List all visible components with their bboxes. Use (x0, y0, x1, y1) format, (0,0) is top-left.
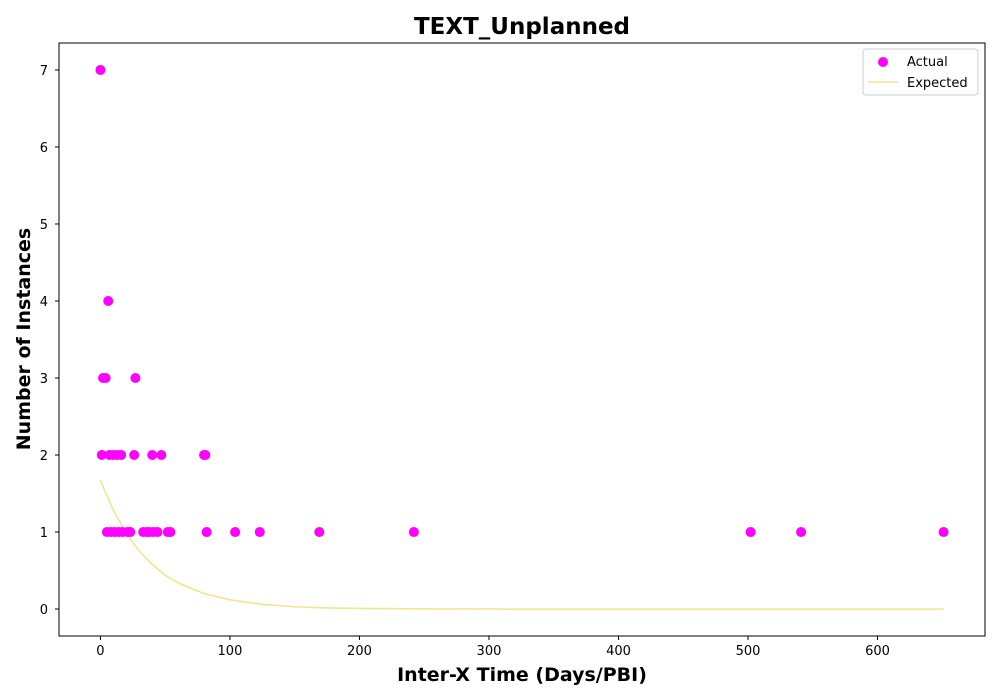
actual-point (152, 527, 163, 538)
plot-frame (58, 42, 986, 637)
expected-line (99, 480, 944, 610)
y-axis: 0 1 2 3 4 5 6 7 (40, 64, 59, 618)
actual-point (116, 450, 127, 461)
x-tick-label: 0 (96, 644, 104, 659)
actual-point (125, 527, 136, 538)
actual-point (408, 527, 419, 538)
actual-point (129, 450, 140, 461)
actual-point (200, 450, 211, 461)
y-tick-label: 7 (40, 64, 48, 79)
actual-point (314, 527, 325, 538)
x-tick-label: 100 (218, 644, 243, 659)
legend-actual-label: Actual (907, 55, 948, 70)
actual-point (100, 373, 111, 384)
actual-point (230, 527, 241, 538)
x-tick-label: 600 (865, 644, 890, 659)
actual-point (745, 527, 756, 538)
y-axis-label: Number of Instances (13, 228, 35, 450)
actual-point (254, 527, 265, 538)
actual-point (96, 450, 107, 461)
x-tick-label: 500 (736, 644, 761, 659)
actual-point (938, 527, 949, 538)
x-tick-label: 200 (347, 644, 372, 659)
y-tick-label: 2 (40, 449, 48, 464)
x-tick-label: 300 (477, 644, 502, 659)
actual-point (796, 527, 807, 538)
legend-box (862, 48, 979, 96)
actual-point (165, 527, 176, 538)
y-tick-label: 0 (40, 603, 48, 618)
actual-point (156, 450, 167, 461)
legend: Actual Expected (862, 48, 979, 96)
actual-point (147, 450, 158, 461)
actual-point (95, 64, 106, 75)
x-axis-label: Inter-X Time (Days/PBI) (397, 664, 647, 686)
legend-actual-marker (878, 57, 888, 67)
chart-title: TEXT_Unplanned (414, 14, 630, 40)
plot-area (95, 64, 949, 610)
y-tick-label: 3 (40, 372, 48, 387)
y-tick-label: 4 (40, 295, 48, 310)
y-tick-label: 1 (40, 526, 48, 541)
x-axis: 0 100 200 300 400 500 600 (96, 636, 890, 659)
legend-expected-label: Expected (907, 76, 968, 91)
y-tick-label: 5 (40, 218, 48, 233)
y-tick-label: 6 (40, 141, 48, 156)
actual-point (130, 373, 141, 384)
actual-point (201, 527, 212, 538)
x-tick-label: 400 (606, 644, 631, 659)
actual-point (103, 295, 114, 306)
